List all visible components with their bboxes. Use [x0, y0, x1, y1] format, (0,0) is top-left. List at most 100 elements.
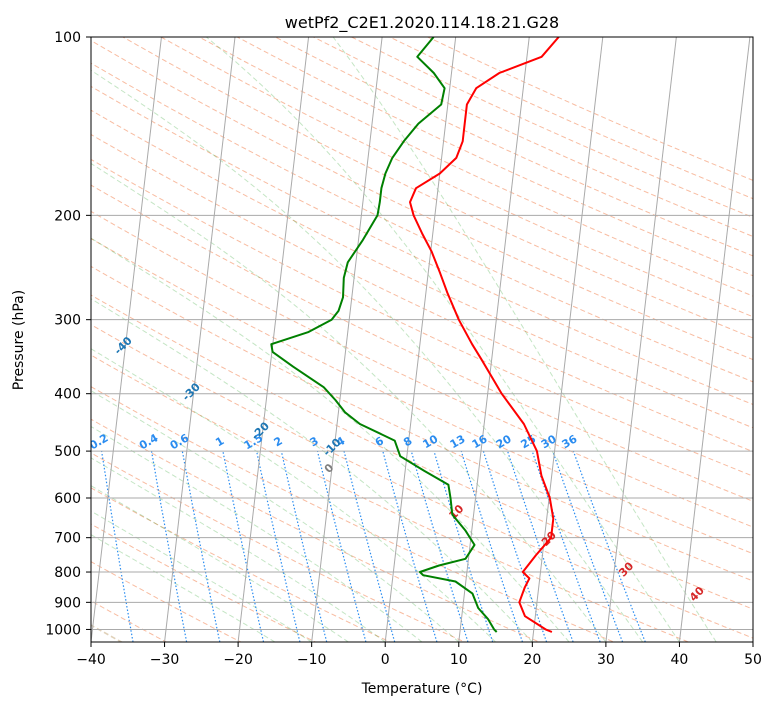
x-tick-label: −20	[223, 652, 253, 668]
isotherm	[311, 37, 383, 642]
moist-adiabat-label: 0	[322, 461, 337, 476]
x-tick-label: 0	[381, 652, 390, 668]
sounding-profiles	[270, 37, 560, 633]
mixing-ratio-line	[460, 450, 524, 642]
dry-adiabat	[91, 418, 541, 642]
moist-adiabat	[332, 37, 717, 642]
isotherm-label: -30	[180, 380, 203, 403]
dry-adiabat	[389, 37, 753, 200]
moist-adiabat	[91, 162, 607, 642]
moist-adiabat	[91, 457, 386, 642]
mixing-ratio-line	[507, 450, 574, 642]
moist-adiabat	[91, 237, 570, 642]
mixing-ratio-line	[382, 450, 438, 642]
dry-adiabat	[236, 37, 753, 277]
isotherm	[91, 37, 162, 642]
mixing-ratio-label: 20	[494, 432, 514, 451]
mixing-ratio-label: 8	[401, 434, 414, 449]
mixing-ratio-line	[256, 450, 301, 642]
dry-adiabat	[275, 37, 753, 257]
mixing-ratio-line	[531, 450, 601, 642]
isotherm	[605, 37, 677, 642]
moist-adiabat	[91, 534, 276, 642]
dry-adiabat	[91, 184, 753, 502]
dry-adiabat	[351, 37, 753, 218]
y-tick-label: 900	[54, 595, 81, 611]
isotherm	[531, 37, 604, 642]
mixing-ratio-label: 1	[213, 434, 226, 449]
y-tick-label: 800	[54, 565, 81, 581]
x-tick-label: −40	[76, 652, 106, 668]
x-tick-label: 30	[597, 652, 615, 668]
moist-adiabat	[206, 37, 680, 642]
x-tick-label: −10	[297, 652, 327, 668]
y-tick-label: 400	[54, 387, 81, 403]
isotherm	[384, 37, 457, 642]
y-tick-label: 600	[54, 491, 81, 507]
mixing-ratio-label: 10	[421, 432, 441, 451]
moist-adiabat	[91, 390, 460, 642]
plot-frame	[90, 36, 754, 643]
dry-adiabat	[91, 133, 753, 453]
isotherm	[164, 37, 236, 642]
isotherm-label: -40	[112, 334, 135, 357]
mixing-ratio-label: 2	[272, 434, 285, 449]
moist-adiabat	[91, 69, 644, 642]
y-tick-label: 200	[54, 208, 81, 224]
isotherm	[237, 37, 310, 642]
mixing-ratio-line	[181, 450, 221, 642]
y-tick-label: 700	[54, 531, 81, 547]
dry-adiabat	[91, 158, 753, 477]
line-labels: 0.10.20.40.611.52346810131620253036-100-…	[43, 292, 707, 604]
mixing-ratio-line	[316, 450, 367, 642]
mixing-ratio-line	[343, 450, 396, 642]
mixing-ratio-label: 0.4	[137, 431, 161, 452]
mixing-ratio-label: 16	[470, 432, 490, 451]
x-tick-label: 50	[744, 652, 762, 668]
mixing-ratio-label: 13	[448, 432, 468, 451]
dry-adiabat	[427, 37, 753, 181]
background-lines	[16, 24, 753, 654]
mixing-ratio-line	[552, 450, 624, 642]
moist-adiabat	[91, 485, 349, 642]
x-tick-label: 10	[450, 652, 468, 668]
mixing-ratio-line	[222, 450, 265, 642]
mixing-ratio-line	[482, 450, 548, 642]
temperature-line	[409, 37, 560, 633]
isotherm	[678, 37, 751, 642]
isotherm	[458, 37, 530, 642]
moist-adiabat	[91, 348, 496, 642]
mixing-ratio-label: 36	[560, 432, 580, 451]
dry-adiabat	[91, 487, 392, 642]
chart-title: wetPf2_C2E1.2020.114.18.21.G28	[285, 13, 559, 33]
dry-adiabat	[91, 40, 753, 361]
dry-adiabat	[91, 600, 168, 642]
y-tick-label: 1000	[45, 622, 81, 638]
dry-adiabat	[91, 237, 753, 555]
x-tick-label: −30	[150, 652, 180, 668]
mixing-ratio-label: 0.6	[168, 431, 192, 452]
isotherm	[16, 24, 89, 654]
dry-adiabat	[91, 452, 466, 642]
x-tick-label: 20	[523, 652, 541, 668]
mixing-ratio-line	[433, 450, 494, 642]
x-axis-label: Temperature (°C)	[361, 681, 483, 697]
mixing-ratio-line	[280, 450, 328, 642]
isotherm	[752, 637, 753, 642]
mixing-ratio-line	[572, 450, 646, 642]
dry-adiabat	[91, 561, 242, 642]
moist-adiabat	[91, 298, 533, 642]
dewpoint-line	[270, 37, 498, 633]
y-tick-label: 300	[54, 313, 81, 329]
moist-adiabat	[91, 425, 423, 642]
y-axis: 100 200 300 400 500 600 700 800 900 1000	[45, 30, 91, 638]
x-axis: −40 −30 −20 −10 0 10 20 30 40 50	[76, 642, 762, 668]
x-tick-label: 40	[671, 652, 689, 668]
dry-adiabat	[91, 324, 753, 639]
isotherm-label: -50	[43, 292, 66, 315]
y-axis-label: Pressure (hPa)	[11, 290, 27, 390]
y-tick-label: 100	[54, 30, 81, 46]
moist-adiabat	[91, 510, 312, 642]
y-tick-label: 500	[54, 444, 81, 460]
